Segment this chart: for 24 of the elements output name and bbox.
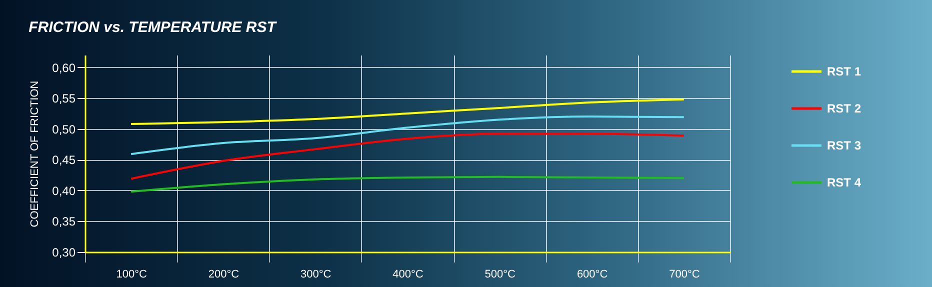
y-tick-label: 0,35 xyxy=(52,214,76,229)
legend-label: RST 2 xyxy=(827,102,862,116)
x-tick-label: 700°C xyxy=(669,268,700,280)
line-series xyxy=(130,132,685,180)
y-axis-title: COEFFICIENT OF FRICTION xyxy=(29,80,42,228)
line-series xyxy=(130,116,685,156)
y-tick-label: 0,30 xyxy=(52,246,76,260)
line-series xyxy=(130,98,685,125)
x-tick-label: 500°C xyxy=(484,268,516,280)
y-tick-label: 0,55 xyxy=(52,92,76,106)
x-tick-label: 300°C xyxy=(300,268,332,280)
y-tick-label: 0,40 xyxy=(52,184,76,198)
legend-label: RST 4 xyxy=(827,176,862,190)
y-tick-label: 0,50 xyxy=(52,122,76,136)
x-tick-label: 600°C xyxy=(576,268,608,280)
x-tick-label: 400°C xyxy=(392,268,424,280)
y-tick-label: 0,45 xyxy=(52,153,76,168)
x-tick-label: 100°C xyxy=(116,268,147,280)
chart-title: FRICTION vs. TEMPERATURE RST xyxy=(28,19,278,36)
legend-label: RST 1 xyxy=(827,64,862,78)
legend-label: RST 3 xyxy=(827,138,862,152)
y-tick-label: 0,60 xyxy=(52,60,76,75)
x-tick-label: 200°C xyxy=(208,268,240,280)
line-series xyxy=(130,176,685,193)
